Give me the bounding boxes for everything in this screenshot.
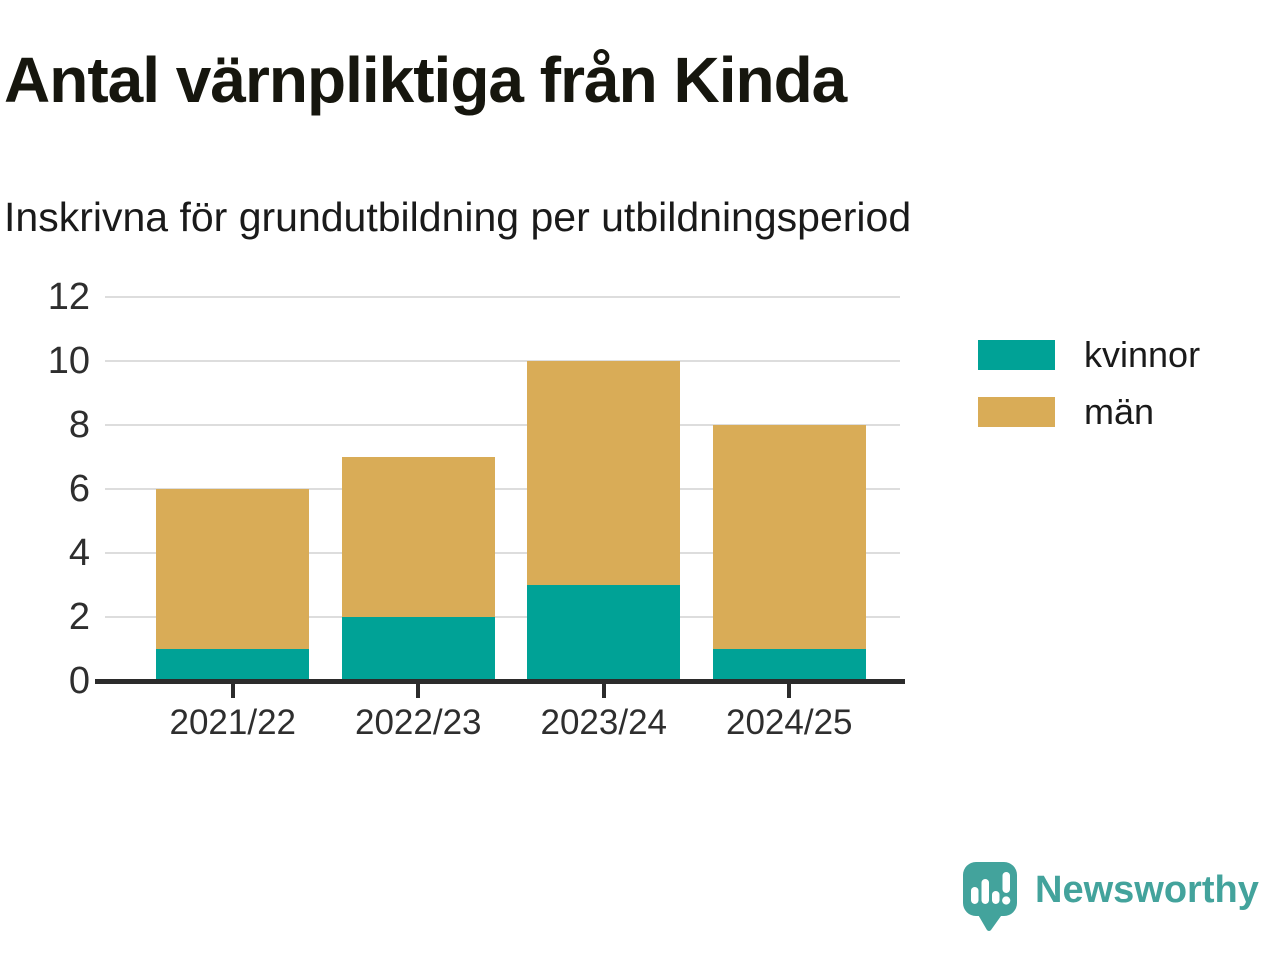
legend: kvinnor män [978,334,1201,454]
chart-subtitle: Inskrivna för grundutbildning per utbild… [4,194,912,240]
y-tick-label-2: 2 [68,596,90,638]
y-tick-label-0: 0 [68,660,90,702]
y-tick-label-10: 10 [47,340,90,382]
chart-title: Antal värnpliktiga från Kinda [4,44,847,116]
bar-2021/22-kvinnor [156,649,310,681]
grid-line-6 [105,488,900,490]
bar-2023/24-kvinnor [527,585,681,681]
newsworthy-bubble-chart-icon [963,862,1017,932]
x-tick-2022/23 [416,684,421,698]
bar-2023/24-män [527,361,681,585]
legend-label-kvinnor: kvinnor [1084,334,1201,375]
grid-line-4 [105,552,900,554]
legend-swatch-kvinnor [978,340,1055,370]
bar-2022/23-kvinnor [341,617,495,681]
y-tick-label-6: 6 [68,468,90,510]
x-axis-line [95,679,905,684]
x-tick-label-2023/24: 2023/24 [540,703,668,742]
x-tick-2021/22 [230,684,235,698]
x-tick-label-2022/23: 2022/23 [354,703,482,742]
y-tick-label-4: 4 [68,532,90,574]
legend-item-man: män [978,391,1200,432]
grid-line-8 [105,424,900,426]
grid-line-12 [105,296,900,298]
bar-2024/25-män [712,425,866,649]
x-tick-label-2021/22: 2021/22 [169,703,297,742]
y-tick-label-12: 12 [47,276,90,318]
bar-2022/23-män [341,457,495,617]
y-tick-label-8: 8 [68,404,90,446]
legend-label-man: män [1084,391,1155,432]
x-tick-label-2024/25: 2024/25 [725,703,853,742]
x-tick-2023/24 [601,684,606,698]
x-tick-2024/25 [787,684,792,698]
newsworthy-wordmark: Newsworthy [1035,869,1259,911]
grid-line-2 [105,616,900,618]
legend-swatch-man [978,397,1055,427]
newsworthy-logo: Newsworthy [962,861,1259,933]
grid-line-10 [105,360,900,362]
bar-2024/25-kvinnor [712,649,866,681]
bar-2021/22-män [156,489,310,649]
legend-item-kvinnor: kvinnor [978,334,1201,375]
